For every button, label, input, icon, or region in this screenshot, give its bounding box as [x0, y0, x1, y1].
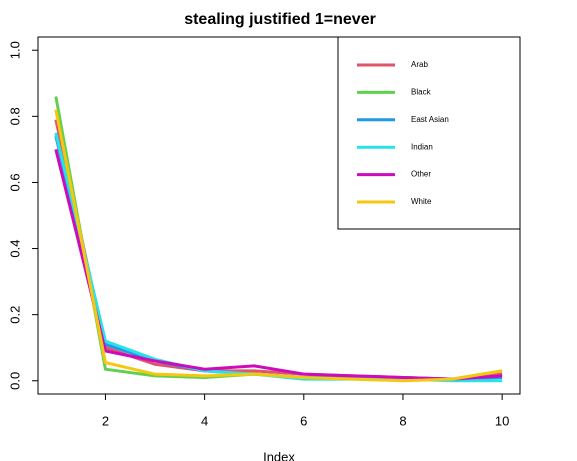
- x-tick-label: 2: [102, 413, 109, 428]
- y-tick-label: 0.0: [7, 372, 22, 390]
- y-tick-label: 0.8: [7, 107, 22, 125]
- legend-label: Black: [411, 88, 432, 97]
- legend-label: East Asian: [411, 115, 449, 124]
- x-tick-label: 4: [201, 413, 208, 428]
- legend-label: White: [411, 197, 432, 206]
- series-line: [54, 109, 503, 383]
- x-tick-label: 6: [300, 413, 307, 428]
- legend-label: Indian: [411, 142, 433, 151]
- y-tick-label: 0.4: [7, 240, 22, 258]
- x-tick-label: 10: [495, 413, 509, 428]
- chart-title: stealing justified 1=never: [184, 11, 376, 28]
- y-tick-label: 1.0: [7, 41, 22, 59]
- legend-box: [337, 36, 521, 230]
- x-tick-label: 8: [399, 413, 406, 428]
- x-axis-label: Index: [263, 449, 295, 461]
- series-line: [54, 149, 503, 381]
- y-tick-label: 0.2: [7, 306, 22, 324]
- legend-label: Arab: [411, 60, 428, 69]
- y-tick-label: 0.6: [7, 173, 22, 191]
- legend-label: Other: [411, 170, 431, 179]
